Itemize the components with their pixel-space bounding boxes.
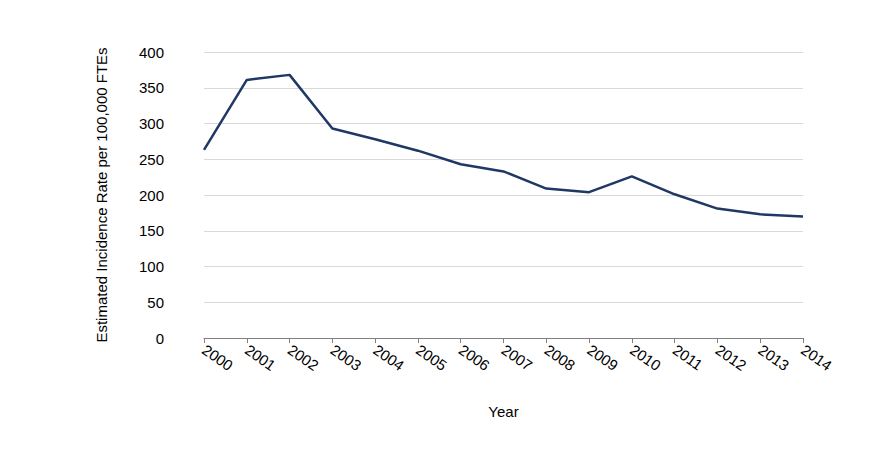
svg-text:2002: 2002: [285, 341, 322, 374]
svg-text:2013: 2013: [755, 341, 792, 374]
svg-text:100: 100: [139, 258, 164, 275]
svg-text:150: 150: [139, 222, 164, 239]
svg-text:2010: 2010: [627, 341, 664, 374]
svg-text:300: 300: [139, 115, 164, 132]
svg-text:2014: 2014: [798, 341, 835, 374]
svg-text:2012: 2012: [713, 341, 750, 374]
svg-text:2000: 2000: [199, 341, 236, 374]
svg-text:400: 400: [139, 44, 164, 61]
svg-text:2003: 2003: [327, 341, 364, 374]
svg-text:200: 200: [139, 187, 164, 204]
svg-text:2001: 2001: [242, 341, 279, 374]
svg-text:2011: 2011: [670, 341, 706, 373]
svg-text:Estimated Incidence Rate per 1: Estimated Incidence Rate per 100,000 FTE…: [93, 47, 110, 342]
svg-text:0: 0: [156, 330, 164, 347]
svg-text:2005: 2005: [413, 341, 450, 374]
svg-text:2009: 2009: [584, 341, 621, 374]
svg-text:2006: 2006: [456, 341, 493, 374]
svg-text:50: 50: [147, 294, 164, 311]
svg-text:2008: 2008: [541, 341, 578, 374]
svg-text:2004: 2004: [370, 341, 407, 374]
svg-text:2007: 2007: [499, 341, 536, 374]
svg-text:Year: Year: [488, 403, 518, 420]
svg-text:250: 250: [139, 151, 164, 168]
svg-text:350: 350: [139, 79, 164, 96]
